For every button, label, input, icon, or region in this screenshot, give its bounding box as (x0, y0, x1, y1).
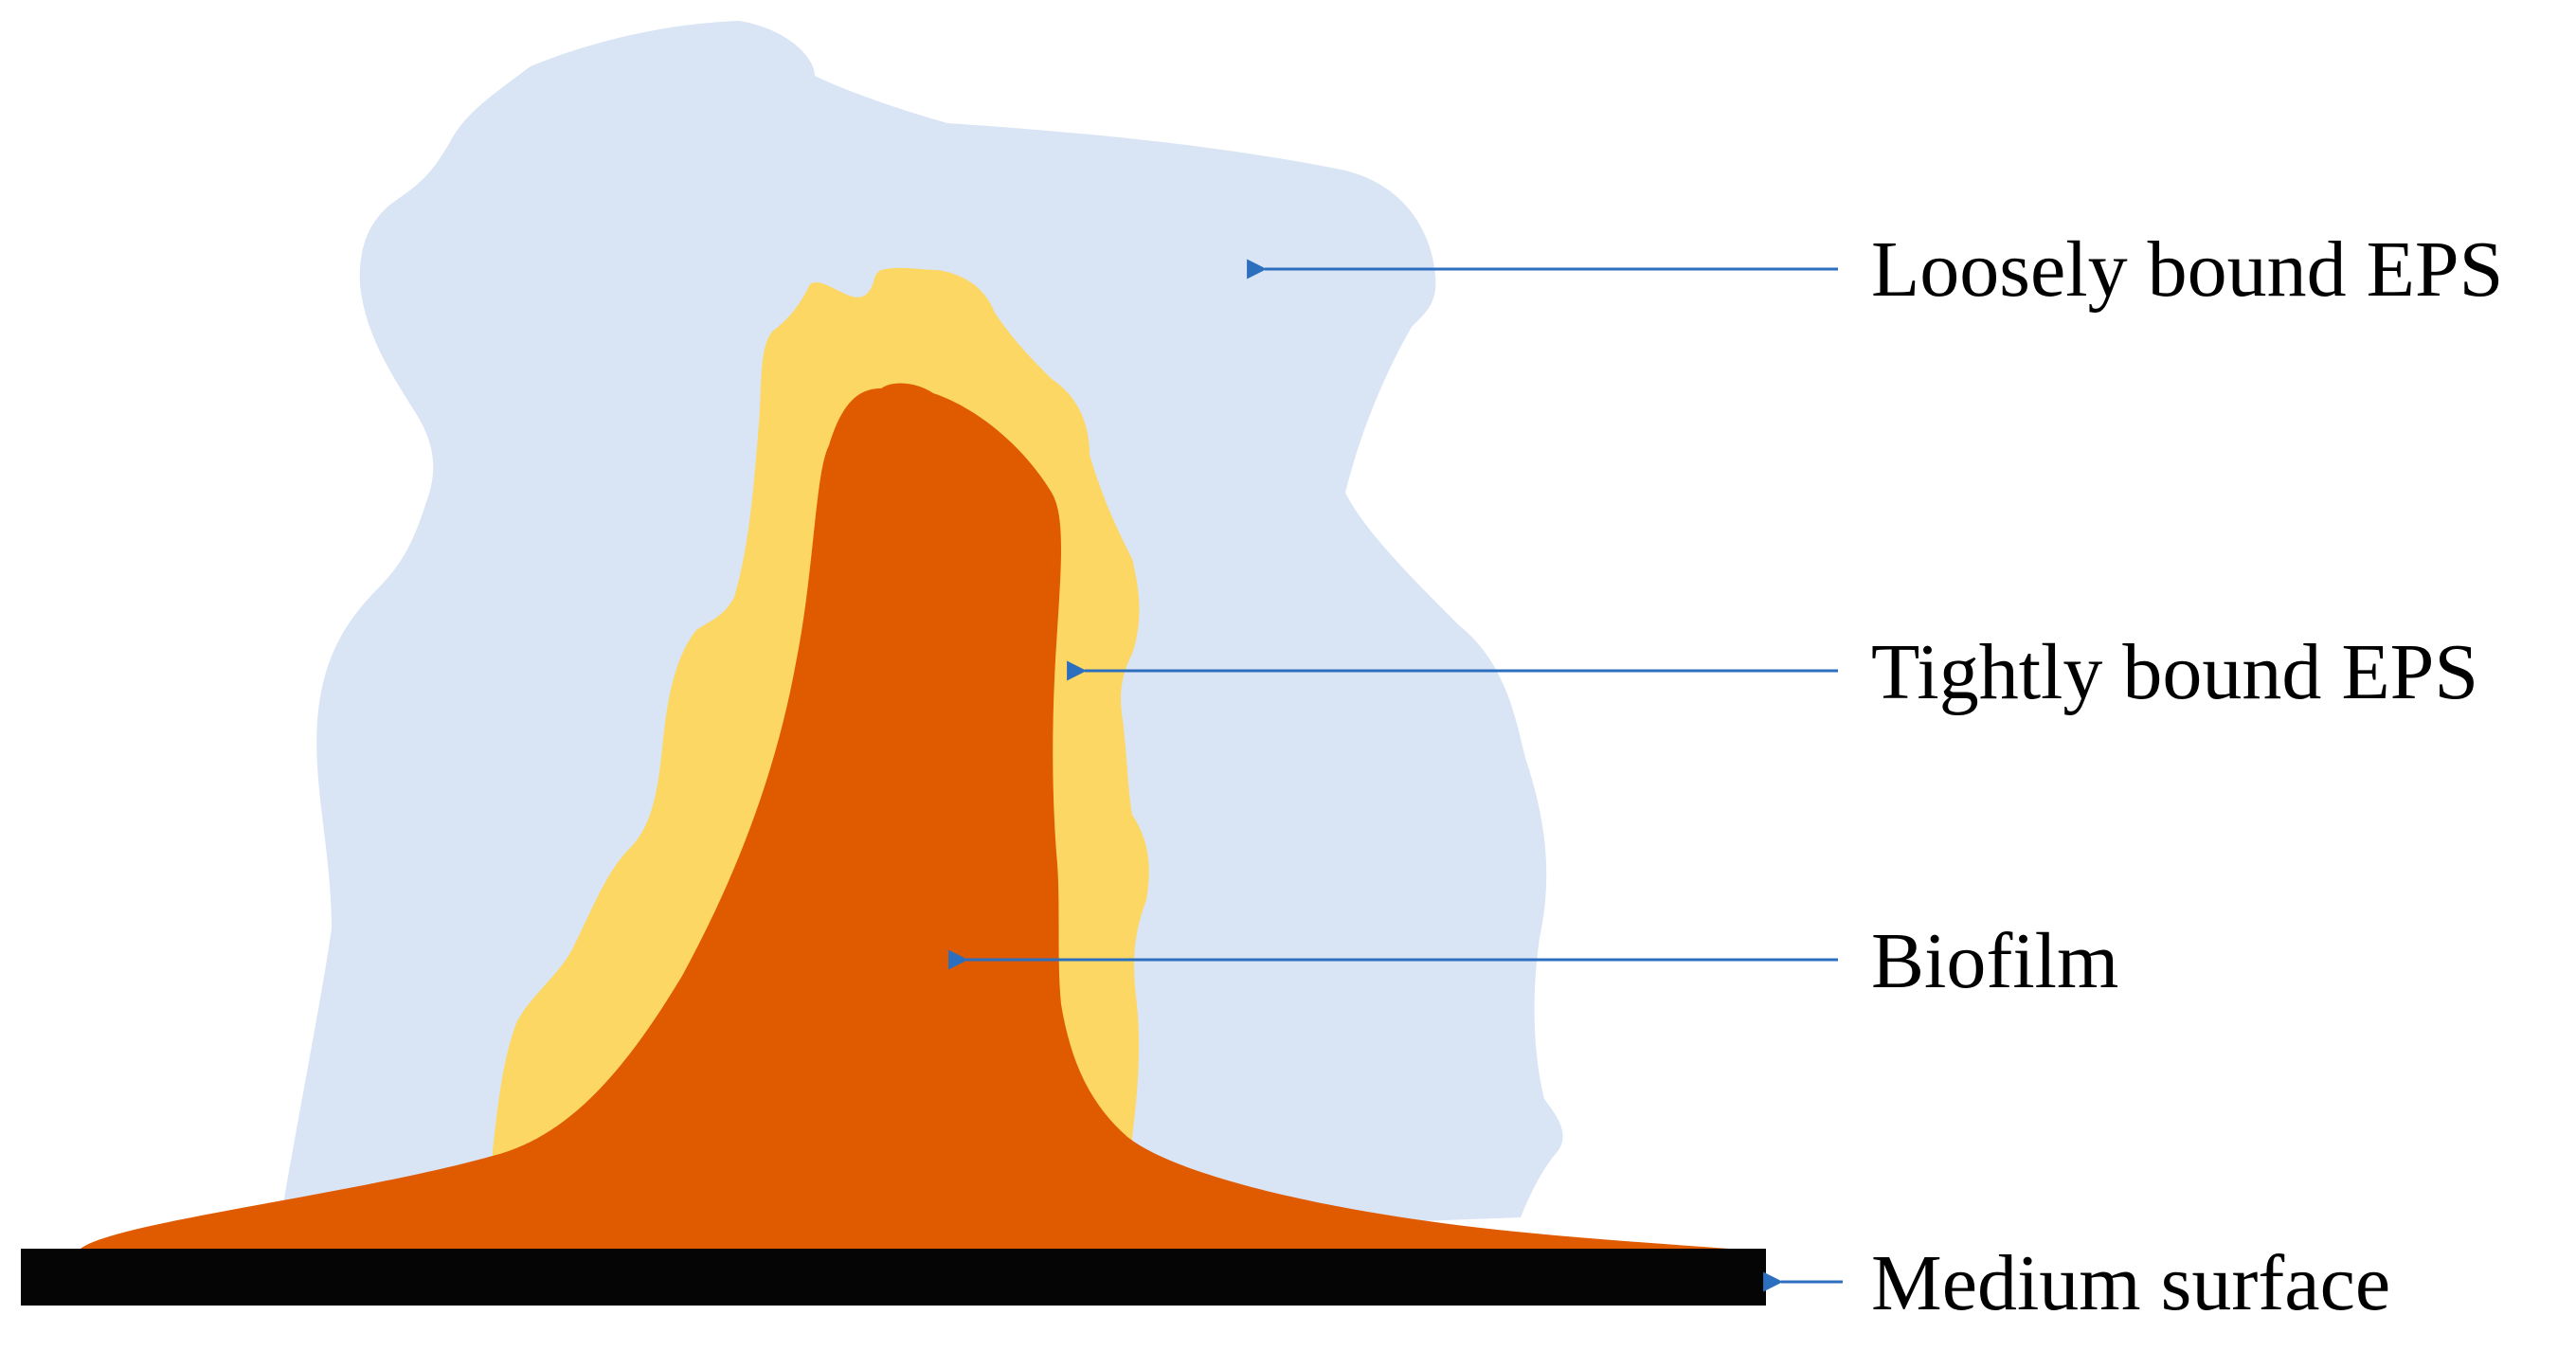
biofilm-label: Biofilm (1871, 917, 2118, 1005)
biofilm-region (81, 383, 1753, 1251)
tightly-bound-eps-label: Tightly bound EPS (1871, 628, 2478, 716)
loosely-bound-eps-label: Loosely bound EPS (1871, 225, 2503, 314)
medium-surface-bar (21, 1249, 1766, 1306)
medium-surface-label: Medium surface (1871, 1239, 2390, 1327)
